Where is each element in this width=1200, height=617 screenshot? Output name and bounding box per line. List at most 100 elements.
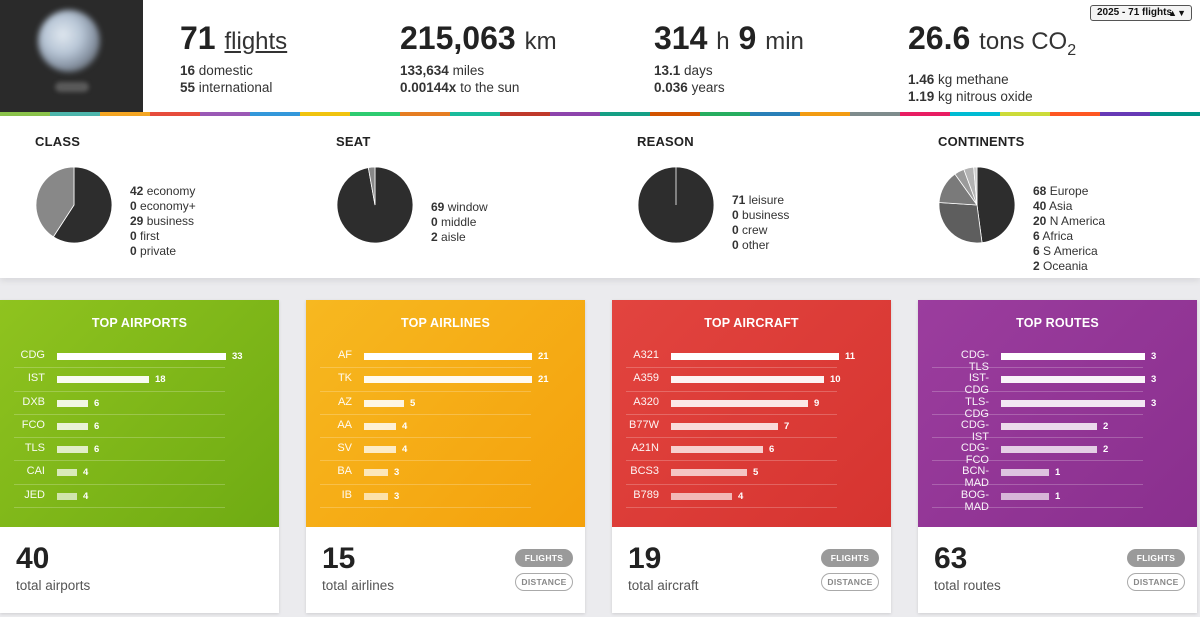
nitrous-value: 1.19	[908, 88, 935, 104]
seat-legend: 69 window 0 middle 2 aisle	[431, 200, 488, 245]
flights-toggle-button[interactable]: FLIGHTS	[1127, 549, 1185, 567]
flights-link[interactable]: flights	[224, 28, 288, 55]
bar-row[interactable]: TK 21	[306, 368, 585, 392]
bar-row[interactable]: A21N 6	[612, 438, 891, 462]
bar-value: 10	[830, 374, 841, 386]
row-divider	[14, 507, 225, 509]
year-select[interactable]: 2025 - 71 flights ▲▼	[1090, 5, 1192, 21]
bar-row[interactable]: JED 4	[0, 485, 279, 509]
distance-toggle-button[interactable]: DISTANCE	[1127, 573, 1185, 591]
stripe-segment	[700, 112, 750, 116]
total-label: total airlines	[322, 578, 395, 593]
bar-label: IB	[341, 488, 352, 501]
seat-legend-item: 2 aisle	[431, 230, 488, 245]
distance-toggle-button[interactable]: DISTANCE	[515, 573, 573, 591]
bar-row[interactable]: A320 9	[612, 392, 891, 415]
legend-count: 40	[1033, 199, 1047, 213]
bar-row[interactable]: SV 4	[306, 438, 585, 462]
co2-unit: tons CO2	[979, 28, 1076, 59]
minutes-unit: min	[765, 28, 804, 55]
bar	[1001, 399, 1145, 407]
row-divider	[14, 367, 225, 369]
stripe-segment	[250, 112, 300, 116]
bar-label: CDG-FCO	[960, 442, 989, 467]
bar	[364, 376, 532, 384]
bar-row[interactable]: AZ 5	[306, 392, 585, 415]
bar-value: 3	[1151, 351, 1157, 362]
row-divider	[932, 483, 1143, 485]
card-title: TOP ROUTES	[1016, 316, 1099, 330]
bar-row[interactable]: CDG-FCO 2	[918, 438, 1197, 466]
legend-count: 29	[130, 214, 144, 228]
row-divider	[626, 413, 837, 415]
row-divider	[320, 507, 531, 509]
miles-value: 133,634	[400, 63, 449, 78]
stripe-segment	[1150, 112, 1200, 116]
bar	[1001, 446, 1097, 454]
bar-row[interactable]: TLS-CDG 3	[918, 392, 1197, 420]
class-legend-item: 42 economy	[130, 184, 196, 199]
bar-row[interactable]: CDG-TLS 3	[918, 345, 1197, 373]
avatar[interactable]	[0, 0, 143, 114]
bar-row[interactable]: DXB 6	[0, 392, 279, 415]
bar	[1001, 376, 1145, 384]
domestic-label: domestic	[198, 63, 253, 78]
bar-row[interactable]: IST-CDG 3	[918, 368, 1197, 396]
bar-row[interactable]: B77W 7	[612, 415, 891, 439]
seat-pie-chart	[336, 166, 414, 244]
bar-row[interactable]: TLS 6	[0, 438, 279, 462]
legend-label: economy	[143, 184, 196, 198]
bar-row[interactable]: IST 18	[0, 368, 279, 392]
legend-count: 20	[1033, 214, 1047, 228]
stripe-segment	[100, 112, 150, 116]
bar-row[interactable]: CAI 4	[0, 461, 279, 485]
bar-label: DXB	[22, 395, 45, 408]
bar-value: 4	[83, 467, 89, 479]
bar	[364, 353, 532, 360]
row-divider	[320, 460, 531, 462]
bar-value: 6	[769, 444, 775, 456]
legend-label: S America	[1039, 244, 1098, 258]
legend-label: Africa	[1039, 229, 1074, 243]
bar-row[interactable]: IB 3	[306, 485, 585, 509]
bar-row[interactable]: A359 10	[612, 368, 891, 392]
total-label: total routes	[934, 578, 1001, 593]
bar-row[interactable]: CDG 33	[0, 345, 279, 369]
bar-row[interactable]: CDG-IST 2	[918, 415, 1197, 443]
stripe-segment	[0, 112, 50, 116]
bar	[364, 422, 396, 430]
bar-row[interactable]: BOG-MAD 1	[918, 485, 1197, 513]
bar	[671, 469, 747, 477]
continents-pie-slice	[938, 202, 983, 244]
bar	[364, 446, 396, 454]
flights-toggle-button[interactable]: FLIGHTS	[821, 549, 879, 567]
seat-title: SEAT	[336, 134, 371, 149]
bar-row[interactable]: B789 4	[612, 485, 891, 509]
row-divider	[626, 367, 837, 369]
bar-value: 1	[1055, 490, 1061, 502]
distance-unit: km	[524, 28, 557, 55]
top-aircraft-card: TOP AIRCRAFT A321 11 A359 10 A320 9 B77W 7 A21N 6 B…	[612, 300, 891, 613]
bar-row[interactable]: AA 4	[306, 415, 585, 439]
hours-unit: h	[716, 28, 730, 55]
bar-row[interactable]: BCS3 5	[612, 461, 891, 485]
bar-row[interactable]: BA 3	[306, 461, 585, 485]
stripe-segment	[400, 112, 450, 116]
bar-row[interactable]: AF 21	[306, 345, 585, 369]
stats-header: 71 flights 16 domestic 55 international …	[0, 0, 1200, 116]
continents-pie-slice	[976, 166, 1016, 244]
bar-label: B77W	[629, 418, 659, 431]
legend-count: 6	[1033, 244, 1040, 258]
reason-pie-chart	[637, 166, 715, 244]
bar-label: A21N	[631, 442, 659, 455]
row-divider	[626, 483, 837, 485]
bar-row[interactable]: BCN-MAD 1	[918, 461, 1197, 489]
stripe-segment	[1050, 112, 1100, 116]
bar-row[interactable]: A321 11	[612, 345, 891, 369]
bar	[364, 469, 388, 477]
flights-toggle-button[interactable]: FLIGHTS	[515, 549, 573, 567]
bar-row[interactable]: FCO 6	[0, 415, 279, 439]
distance-toggle-button[interactable]: DISTANCE	[821, 573, 879, 591]
continents-legend-item: 2 Oceania	[1033, 259, 1105, 274]
row-divider	[320, 437, 531, 439]
